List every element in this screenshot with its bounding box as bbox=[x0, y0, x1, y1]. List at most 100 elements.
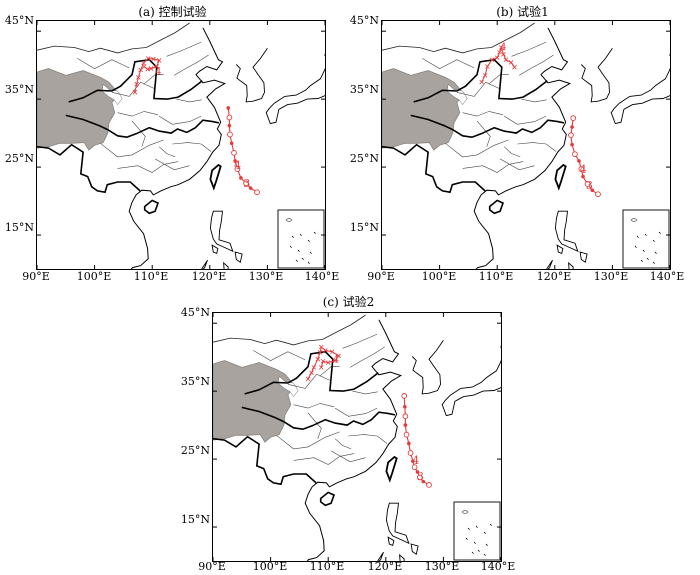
track-point bbox=[233, 159, 237, 163]
track-point bbox=[570, 115, 577, 122]
inset-island bbox=[289, 245, 292, 248]
track-point bbox=[581, 174, 585, 179]
inset-island bbox=[291, 235, 294, 238]
track-point bbox=[415, 470, 420, 474]
province-boundary bbox=[342, 333, 378, 349]
lon-tick-100: 100°E bbox=[76, 270, 112, 283]
province-boundary bbox=[349, 346, 385, 368]
lat-tick-35: 35°N bbox=[4, 83, 34, 96]
track-point-north bbox=[145, 66, 150, 72]
track-point-north bbox=[151, 56, 156, 62]
track-day-label-north: 4 bbox=[500, 42, 506, 53]
track-point-north bbox=[508, 60, 514, 65]
track-point bbox=[570, 142, 574, 147]
map-frame: 4 3 4 bbox=[212, 312, 502, 562]
river-yellow bbox=[413, 58, 548, 103]
track-point bbox=[426, 482, 432, 488]
track-point-north bbox=[319, 365, 324, 370]
track-point-north bbox=[497, 49, 502, 55]
river-yangtze bbox=[65, 114, 220, 139]
track-point bbox=[590, 188, 595, 192]
inset-island bbox=[489, 523, 492, 526]
track-point bbox=[226, 106, 231, 110]
lat-tick-45: 45°N bbox=[4, 14, 34, 27]
coastline-philippines bbox=[399, 553, 405, 561]
inset-island bbox=[307, 239, 310, 242]
coastline-philippines bbox=[377, 551, 384, 561]
lat-tick-35: 35°N bbox=[349, 83, 379, 96]
province-boundary bbox=[117, 161, 179, 173]
track-day-label-north: 4 bbox=[155, 67, 161, 78]
inset-island bbox=[483, 553, 486, 556]
lon-tick-140: 140°E bbox=[480, 560, 516, 573]
province-boundary bbox=[334, 407, 378, 417]
coastline bbox=[128, 27, 227, 269]
lat-tick-45: 45°N bbox=[349, 14, 379, 27]
coastline-philippines bbox=[211, 244, 219, 255]
inset-island bbox=[658, 231, 661, 234]
map-canvas: 434 bbox=[382, 21, 670, 269]
inset-island bbox=[644, 233, 647, 236]
coastline-philippines bbox=[546, 259, 553, 269]
lon-tick-90: 90°E bbox=[198, 560, 226, 573]
basin-outline bbox=[101, 83, 123, 106]
lon-tick-140: 140°E bbox=[304, 270, 340, 283]
track-point-north bbox=[479, 79, 484, 85]
track-point-north bbox=[134, 81, 139, 87]
plateau-shading bbox=[213, 360, 295, 443]
inset-island bbox=[652, 261, 655, 264]
track-point bbox=[248, 186, 253, 190]
coastline-philippines bbox=[556, 244, 564, 255]
province-boundary bbox=[172, 142, 212, 152]
province-boundary bbox=[422, 58, 475, 69]
lat-tick-15: 15°N bbox=[180, 513, 210, 526]
coastline-japan bbox=[610, 67, 670, 125]
lat-tick-15: 15°N bbox=[349, 221, 379, 234]
inset-island bbox=[642, 249, 645, 252]
plateau-shading bbox=[37, 68, 119, 151]
lon-tick-130: 130°E bbox=[593, 270, 629, 283]
track-day-label: 4 bbox=[234, 159, 241, 172]
track-point-north bbox=[494, 55, 500, 60]
province-boundary bbox=[293, 453, 355, 465]
coastline-korea bbox=[235, 47, 268, 103]
lon-tick-130: 130°E bbox=[424, 560, 460, 573]
province-boundary bbox=[319, 366, 340, 377]
coastline-hainan bbox=[319, 491, 335, 507]
track-point-north bbox=[141, 64, 147, 69]
track-point bbox=[403, 404, 407, 409]
coastline-japan bbox=[265, 67, 325, 125]
province-boundary bbox=[111, 81, 156, 97]
lon-tick-90: 90°E bbox=[367, 270, 395, 283]
track-point bbox=[570, 125, 574, 129]
province-boundary bbox=[176, 98, 202, 103]
track-point-north bbox=[498, 45, 504, 50]
track-point-north bbox=[482, 73, 488, 78]
coastline-korea bbox=[580, 47, 613, 103]
coastline-philippines bbox=[385, 502, 410, 545]
inset-island bbox=[634, 245, 637, 248]
track-day-label: 3 bbox=[586, 179, 593, 192]
track-point bbox=[227, 123, 232, 128]
track-point bbox=[416, 474, 423, 481]
coastline-korea bbox=[411, 339, 444, 395]
province-boundary bbox=[131, 120, 146, 147]
river-yangtze bbox=[241, 406, 396, 431]
coastline-philippines bbox=[410, 543, 419, 555]
inset-island bbox=[477, 549, 480, 552]
national-border-north bbox=[382, 22, 535, 54]
coastline-japan bbox=[441, 359, 501, 417]
inset-island bbox=[475, 525, 478, 528]
map-canvas: 434 bbox=[37, 21, 325, 269]
province-boundary bbox=[143, 74, 164, 85]
river-yangtze bbox=[410, 114, 565, 139]
province-boundary bbox=[521, 98, 547, 103]
lon-tick-110: 110°E bbox=[133, 270, 169, 283]
map-panel-c: (c) 试验2 4 3 4 45°N 35°N 25°N 15°N 90°E 100… bbox=[176, 290, 521, 575]
inset-island bbox=[461, 510, 469, 514]
province-boundary bbox=[445, 139, 509, 158]
track-point bbox=[227, 131, 233, 138]
province-boundary bbox=[154, 158, 190, 171]
province-boundary bbox=[158, 146, 176, 158]
